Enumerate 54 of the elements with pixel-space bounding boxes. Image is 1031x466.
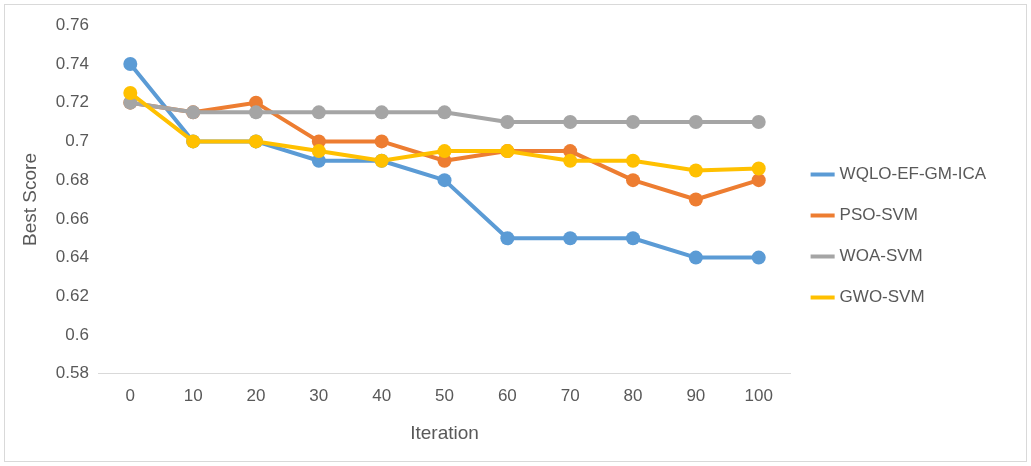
x-tick-label: 60 xyxy=(497,385,517,405)
point xyxy=(563,231,578,246)
y-tick-label: 0.72 xyxy=(55,92,89,112)
x-tick-label: 50 xyxy=(435,385,454,405)
point xyxy=(626,231,641,246)
y-tick-label: 0.58 xyxy=(55,363,89,383)
y-axis-title: Best Score xyxy=(18,153,40,246)
point xyxy=(626,115,641,130)
point xyxy=(626,173,641,188)
legend-label: GWO-SVM xyxy=(839,287,925,307)
point xyxy=(626,153,641,168)
point xyxy=(437,105,452,120)
x-tick-label: 20 xyxy=(246,385,266,405)
legend-label: WOA-SVM xyxy=(839,246,923,266)
y-tick-label: 0.76 xyxy=(55,14,89,34)
point xyxy=(751,161,766,176)
point xyxy=(688,192,703,207)
point xyxy=(688,115,703,130)
x-tick-label: 70 xyxy=(560,385,580,405)
y-tick-label: 0.7 xyxy=(65,131,89,151)
x-tick-label: 80 xyxy=(623,385,643,405)
point xyxy=(751,173,766,188)
point xyxy=(123,85,138,100)
point xyxy=(374,134,389,149)
point xyxy=(374,105,389,120)
legend-label: PSO-SVM xyxy=(839,205,919,225)
x-tick-label: 10 xyxy=(183,385,203,405)
point xyxy=(311,144,326,159)
x-tick-label: 30 xyxy=(309,385,329,405)
point xyxy=(437,173,452,188)
point xyxy=(751,250,766,265)
y-tick-label: 0.62 xyxy=(55,286,89,306)
point xyxy=(688,250,703,265)
point xyxy=(437,144,452,159)
x-tick-label: 100 xyxy=(744,385,773,405)
y-tick-label: 0.6 xyxy=(65,324,89,344)
y-tick-label: 0.64 xyxy=(55,247,89,267)
y-tick-label: 0.68 xyxy=(55,169,89,189)
point xyxy=(311,105,326,120)
point xyxy=(563,115,578,130)
x-tick-label: 90 xyxy=(686,385,706,405)
y-tick-label: 0.66 xyxy=(55,208,89,228)
point xyxy=(500,231,515,246)
point xyxy=(123,56,138,71)
legend-label: WQLO-EF-GM-ICA xyxy=(839,164,987,184)
point xyxy=(248,105,263,120)
point xyxy=(751,115,766,130)
x-tick-label: 0 xyxy=(125,385,136,405)
y-tick-label: 0.74 xyxy=(55,53,89,73)
x-axis-title: Iteration xyxy=(410,421,479,443)
point xyxy=(500,115,515,130)
point xyxy=(563,153,578,168)
x-tick-label: 40 xyxy=(372,385,392,405)
point xyxy=(688,163,703,178)
